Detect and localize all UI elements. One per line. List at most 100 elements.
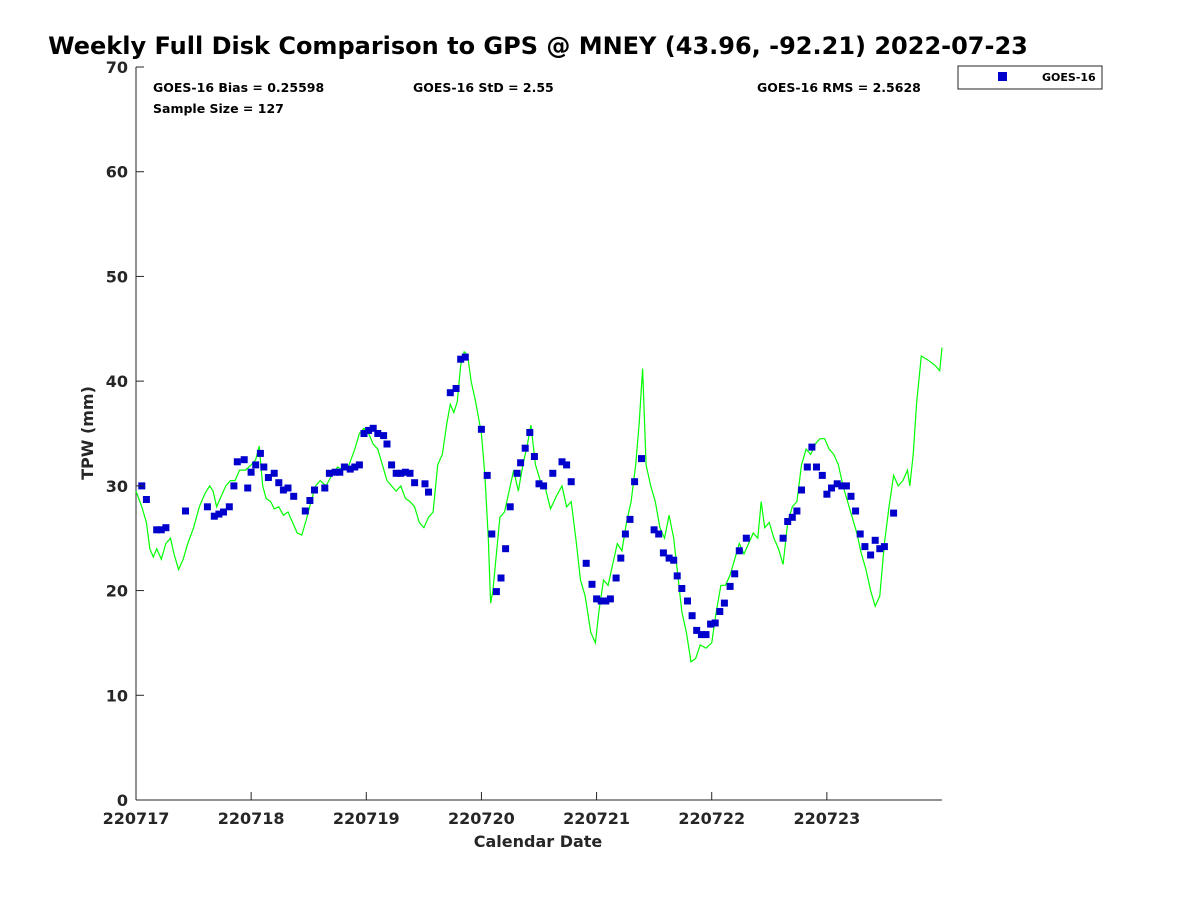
data-point bbox=[593, 595, 601, 603]
rms-stat: GOES-16 RMS = 2.5628 bbox=[757, 80, 921, 95]
data-point bbox=[670, 556, 678, 564]
data-point bbox=[833, 480, 841, 488]
data-point bbox=[210, 512, 218, 520]
data-point bbox=[735, 547, 743, 555]
chart-title: Weekly Full Disk Comparison to GPS @ MNE… bbox=[48, 32, 1028, 60]
data-point bbox=[360, 430, 368, 437]
data-point bbox=[867, 551, 875, 559]
data-point bbox=[477, 425, 485, 433]
data-point bbox=[842, 482, 850, 490]
x-tick-label: 220722 bbox=[678, 809, 745, 828]
goes16-series bbox=[138, 353, 898, 639]
data-point bbox=[693, 626, 701, 634]
x-tick-label: 220718 bbox=[218, 809, 285, 828]
data-point bbox=[606, 595, 614, 603]
data-point bbox=[567, 478, 575, 486]
y-tick-label: 0 bbox=[117, 791, 128, 810]
data-point bbox=[779, 534, 787, 542]
data-point bbox=[890, 509, 898, 517]
data-point bbox=[301, 507, 309, 515]
y-tick-label: 40 bbox=[106, 372, 128, 391]
data-point bbox=[793, 507, 801, 515]
data-point bbox=[726, 582, 734, 590]
data-point bbox=[521, 444, 529, 452]
data-point bbox=[530, 453, 538, 460]
gps-series-line bbox=[135, 347, 943, 663]
data-point bbox=[220, 508, 227, 516]
x-tick-label: 220720 bbox=[448, 809, 515, 828]
y-tick-label: 10 bbox=[106, 686, 128, 705]
data-point bbox=[742, 534, 750, 542]
data-point bbox=[688, 612, 696, 620]
data-point bbox=[720, 599, 728, 607]
data-point bbox=[397, 469, 405, 477]
data-point bbox=[502, 545, 510, 553]
y-tick-label: 70 bbox=[106, 58, 128, 77]
x-tick-label: 220717 bbox=[103, 809, 170, 828]
y-axis-ticks: 0 10 20 30 40 50 60 70 bbox=[106, 58, 144, 810]
plot-background bbox=[136, 67, 942, 800]
data-point bbox=[240, 456, 248, 464]
data-point bbox=[818, 471, 826, 479]
data-point bbox=[483, 471, 491, 479]
data-point bbox=[340, 463, 348, 471]
data-point bbox=[233, 458, 241, 466]
data-point bbox=[861, 543, 869, 551]
data-point bbox=[452, 385, 460, 392]
data-point bbox=[446, 389, 454, 397]
data-point bbox=[828, 484, 835, 492]
data-point bbox=[492, 588, 500, 596]
legend-box bbox=[957, 65, 1103, 90]
data-point bbox=[711, 619, 719, 627]
data-point bbox=[306, 497, 314, 504]
data-point bbox=[365, 426, 373, 434]
data-point bbox=[369, 424, 377, 432]
x-axis-ticks: 220717 220718 220719 220720 220721 220722 2207… bbox=[103, 792, 860, 828]
data-point bbox=[798, 486, 805, 494]
data-point bbox=[260, 463, 268, 471]
data-point bbox=[203, 503, 211, 511]
data-point bbox=[582, 559, 590, 567]
data-point bbox=[225, 503, 233, 511]
x-tick-label: 220719 bbox=[333, 809, 400, 828]
data-point bbox=[252, 461, 260, 469]
data-point bbox=[331, 468, 339, 476]
data-point bbox=[716, 608, 724, 615]
data-point bbox=[325, 469, 333, 477]
data-point bbox=[852, 507, 860, 515]
bias-stat: GOES-16 Bias = 0.25598 bbox=[153, 80, 324, 95]
data-point bbox=[401, 468, 409, 476]
data-point bbox=[823, 490, 831, 498]
data-point bbox=[856, 530, 864, 538]
data-point bbox=[597, 597, 605, 605]
data-point bbox=[182, 507, 189, 515]
data-point bbox=[631, 478, 639, 486]
data-point bbox=[425, 488, 432, 496]
data-point bbox=[336, 468, 344, 476]
data-point bbox=[697, 631, 705, 639]
data-point bbox=[247, 468, 255, 476]
data-point bbox=[788, 513, 796, 521]
data-point bbox=[540, 482, 548, 490]
data-point bbox=[392, 469, 400, 477]
data-point bbox=[808, 443, 816, 451]
data-point bbox=[731, 570, 739, 578]
data-point bbox=[665, 554, 673, 562]
data-point bbox=[655, 530, 663, 538]
data-point bbox=[621, 530, 629, 538]
data-point bbox=[871, 536, 879, 544]
data-point bbox=[215, 510, 223, 518]
data-point bbox=[374, 430, 382, 437]
y-tick-label: 60 bbox=[106, 163, 128, 182]
data-point bbox=[702, 631, 710, 639]
gps-series bbox=[135, 347, 943, 663]
data-point bbox=[321, 484, 329, 492]
data-point bbox=[279, 486, 287, 494]
sample-size-stat: Sample Size = 127 bbox=[153, 101, 284, 116]
y-tick-label: 30 bbox=[106, 477, 128, 496]
data-point bbox=[346, 465, 354, 473]
data-point bbox=[461, 353, 469, 361]
data-point bbox=[876, 545, 884, 553]
data-point bbox=[230, 482, 238, 490]
